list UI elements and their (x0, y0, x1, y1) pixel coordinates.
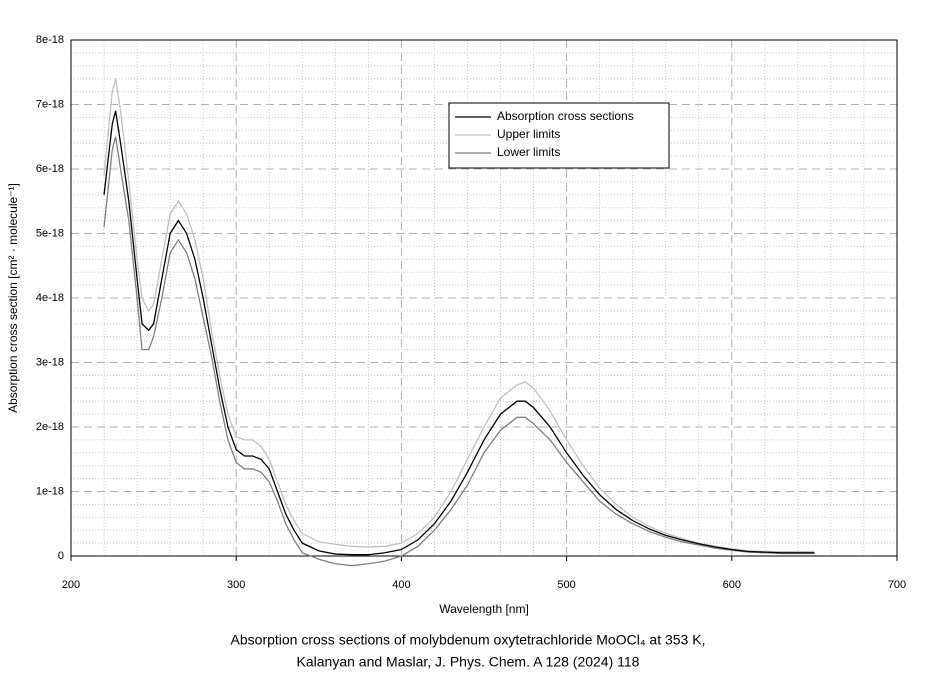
y-tick-label: 1e-18 (36, 485, 64, 497)
y-axis-label: Absorption cross section [cm² · molecule… (6, 183, 20, 413)
data-line (103, 110, 815, 556)
y-tick-label: 3e-18 (36, 356, 64, 368)
x-tick-label: 200 (62, 579, 80, 591)
y-tick-label: 4e-18 (36, 292, 64, 304)
x-tick-label: 300 (227, 579, 245, 591)
caption: Absorption cross sections of molybdenum … (231, 632, 706, 648)
legend-label: Lower limits (497, 145, 560, 159)
y-tick-label: 5e-18 (36, 227, 64, 239)
legend-label: Absorption cross sections (497, 109, 634, 123)
y-tick-label: 0 (58, 550, 64, 562)
data-line (103, 136, 815, 567)
x-tick-label: 700 (888, 579, 906, 591)
x-tick-label: 400 (392, 579, 410, 591)
x-tick-label: 500 (557, 579, 575, 591)
y-tick-label: 7e-18 (36, 98, 64, 110)
legend-label: Upper limits (497, 127, 560, 141)
plot-frame (70, 39, 898, 557)
x-tick-label: 600 (723, 579, 741, 591)
y-tick-label: 6e-18 (36, 163, 64, 175)
data-line (103, 78, 815, 553)
caption: Kalanyan and Maslar, J. Phys. Chem. A 12… (297, 654, 640, 670)
y-tick-label: 8e-18 (36, 34, 64, 46)
x-axis-label: Wavelength [nm] (439, 602, 529, 616)
y-tick-label: 2e-18 (36, 421, 64, 433)
